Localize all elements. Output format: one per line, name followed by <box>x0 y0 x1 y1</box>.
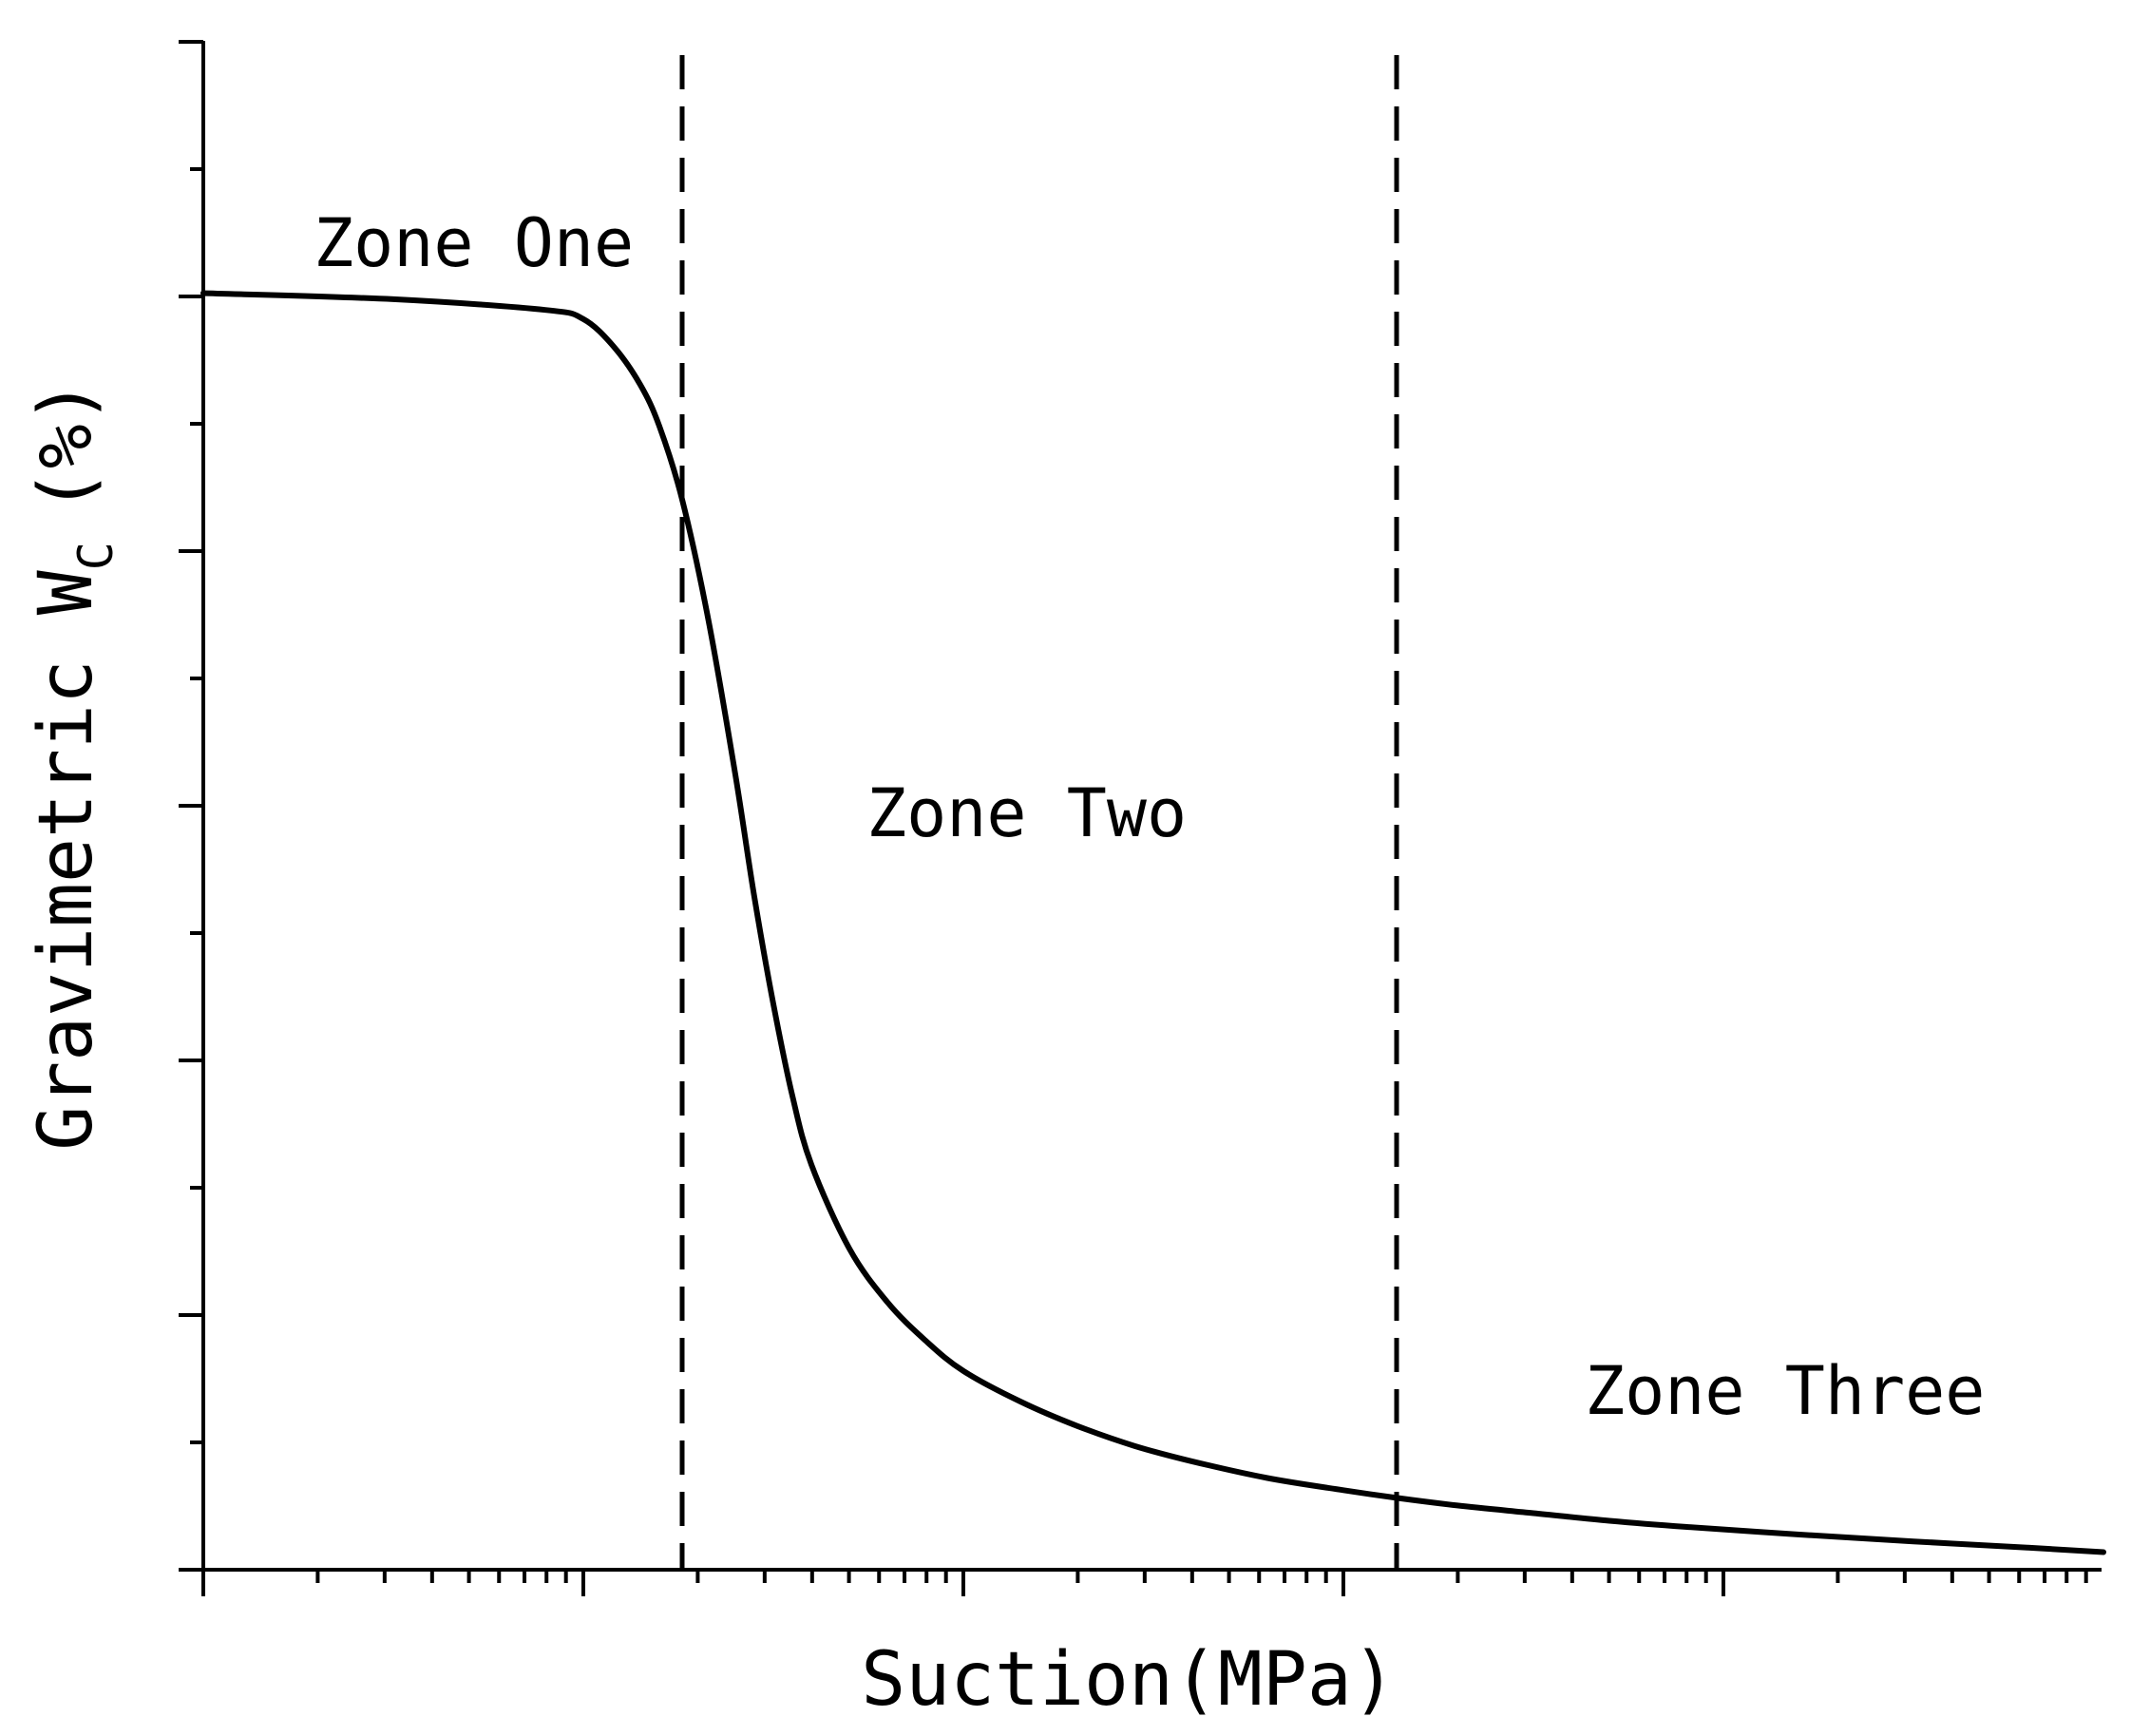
y-axis-label: Gravimetric WC (%) <box>24 379 124 1150</box>
curve-layer <box>200 290 2106 1555</box>
zone-one-label: Zone One <box>314 204 634 282</box>
water-retention-curve <box>200 290 2106 1555</box>
y-axis-label-unit: (%) <box>24 379 109 513</box>
y-axis-label-main: Gravimetric W <box>24 570 109 1151</box>
zone-three-label: Zone Three <box>1585 1352 1985 1430</box>
zone-two-label: Zone Two <box>866 774 1187 852</box>
y-axis-label-subscript: C <box>68 542 124 570</box>
zone-boundaries <box>679 55 1399 1570</box>
x-axis-label: Suction(MPa) <box>861 1637 1397 1723</box>
